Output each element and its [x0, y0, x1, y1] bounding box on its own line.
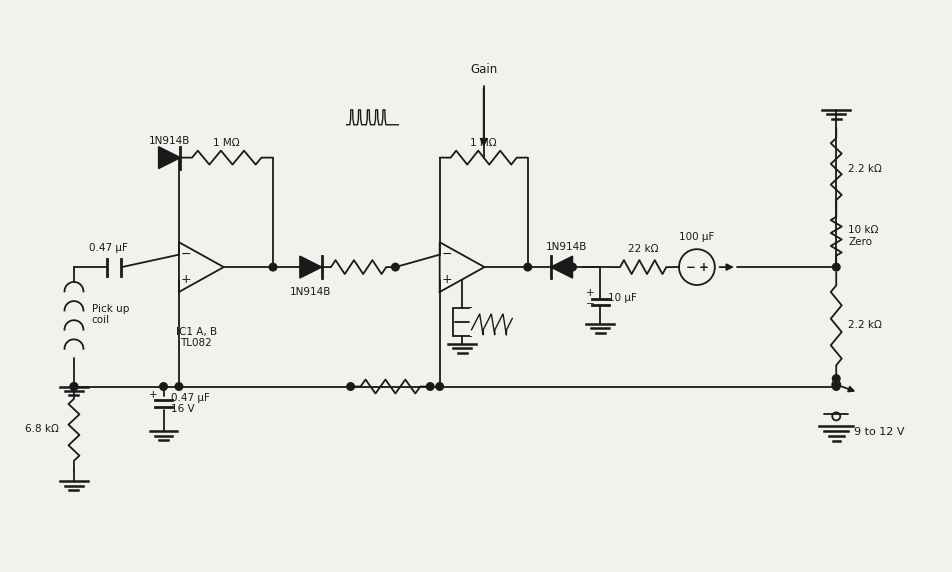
Text: +: + — [181, 273, 191, 286]
Circle shape — [160, 383, 168, 390]
Circle shape — [832, 375, 840, 382]
Circle shape — [70, 383, 78, 390]
Text: +: + — [149, 391, 158, 400]
Text: 10 kΩ
Zero: 10 kΩ Zero — [848, 225, 879, 247]
Text: 1N914B: 1N914B — [149, 136, 190, 146]
Text: 10 μF: 10 μF — [608, 293, 637, 303]
Text: 9 to 12 V: 9 to 12 V — [854, 427, 904, 437]
Text: −: − — [586, 299, 595, 309]
Text: +: + — [442, 273, 452, 286]
Circle shape — [832, 263, 840, 271]
Circle shape — [70, 383, 78, 390]
Text: 2.2 kΩ: 2.2 kΩ — [848, 164, 883, 174]
Text: IC1 A, B
TL082: IC1 A, B TL082 — [176, 327, 217, 348]
Text: +: + — [586, 288, 595, 298]
Text: 100 μF: 100 μF — [679, 232, 715, 242]
Circle shape — [832, 383, 840, 390]
Text: −: − — [181, 248, 191, 261]
Circle shape — [347, 383, 354, 390]
Bar — [453, 308, 471, 336]
Circle shape — [426, 383, 434, 390]
Circle shape — [524, 263, 531, 271]
Text: 1N914B: 1N914B — [545, 242, 587, 252]
Circle shape — [391, 263, 399, 271]
Text: 0.47 μF: 0.47 μF — [89, 243, 129, 253]
Polygon shape — [300, 256, 322, 278]
Text: 2.2 kΩ: 2.2 kΩ — [848, 320, 883, 330]
Circle shape — [436, 383, 444, 390]
Text: +: + — [699, 261, 708, 273]
Text: 0.47 μF
16 V: 0.47 μF 16 V — [171, 392, 210, 414]
Text: 22 kΩ: 22 kΩ — [628, 244, 659, 254]
Text: 1 MΩ: 1 MΩ — [213, 138, 240, 148]
Circle shape — [269, 263, 277, 271]
Text: −: − — [442, 248, 452, 261]
Text: −: − — [685, 261, 695, 273]
Bar — [343, 104, 403, 142]
Polygon shape — [159, 146, 181, 169]
Bar — [469, 308, 514, 336]
Circle shape — [568, 263, 576, 271]
Polygon shape — [550, 256, 572, 278]
Text: Pick up
coil: Pick up coil — [92, 304, 129, 325]
Text: 1 MΩ: 1 MΩ — [470, 138, 497, 148]
Text: 6.8 kΩ: 6.8 kΩ — [25, 424, 59, 434]
Text: Gain: Gain — [470, 63, 497, 76]
Text: 1N914B: 1N914B — [290, 287, 331, 297]
Circle shape — [175, 383, 183, 390]
